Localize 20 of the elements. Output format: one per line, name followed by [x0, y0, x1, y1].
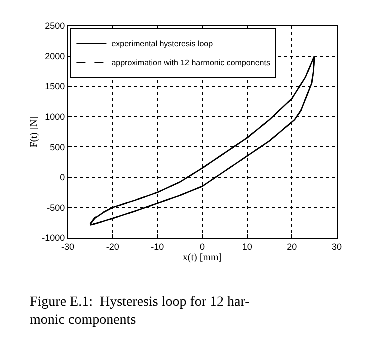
y-tick-label: 2500: [45, 21, 66, 32]
y-axis-title: F(t) [N]: [29, 116, 40, 148]
x-tick-label: -20: [106, 242, 120, 252]
y-tick-label: 0: [60, 172, 66, 183]
y-tick-label: 500: [50, 142, 66, 152]
y-tick-label: 1000: [45, 112, 66, 122]
y-tick-label: 1500: [45, 82, 66, 92]
legend-label: approximation with 12 harmonic components: [112, 58, 270, 68]
x-tick-label: 30: [332, 242, 342, 252]
x-tick-label: 10: [242, 242, 252, 252]
legend-label: experimental hysteresis loop: [112, 40, 214, 49]
text: Figure E.1: Hysteresis loop for 12 har- monic components: [30, 295, 250, 328]
x-tick-label: -10: [151, 242, 164, 252]
x-tick-label: 20: [287, 242, 298, 252]
y-tick-label: 2000: [45, 51, 66, 62]
x-tick-label: 0: [200, 242, 206, 252]
x-axis-title: x(t) [mm]: [182, 252, 222, 264]
x-tick-label: -30: [61, 242, 75, 252]
y-tick-label: -1000: [42, 233, 66, 244]
y-tick-label: -500: [47, 202, 66, 213]
